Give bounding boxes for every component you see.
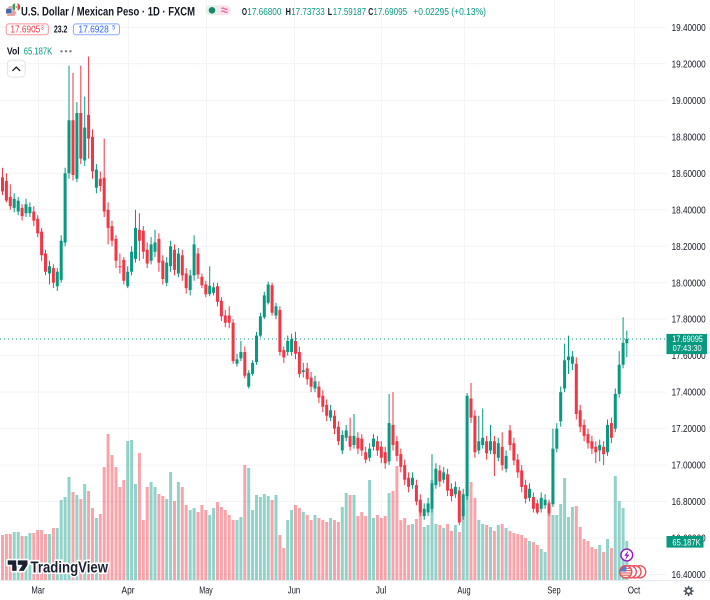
svg-text:17.6905: 17.6905 bbox=[10, 25, 40, 36]
svg-text:17.59187: 17.59187 bbox=[333, 7, 366, 18]
svg-text:O: O bbox=[242, 7, 247, 18]
svg-text:+0.02295 (+0.13%): +0.02295 (+0.13%) bbox=[413, 7, 486, 18]
svg-text:17.6928: 17.6928 bbox=[78, 25, 108, 36]
svg-text:17.69095: 17.69095 bbox=[672, 334, 703, 344]
svg-text:18.60000: 18.60000 bbox=[672, 169, 707, 180]
svg-text:18.20000: 18.20000 bbox=[672, 242, 707, 253]
svg-text:May: May bbox=[199, 585, 213, 596]
svg-text:17.40000: 17.40000 bbox=[672, 388, 707, 399]
svg-text:17.00000: 17.00000 bbox=[672, 461, 707, 472]
svg-text:23.2: 23.2 bbox=[54, 25, 68, 36]
svg-text:C: C bbox=[368, 7, 373, 18]
svg-text:16.80000: 16.80000 bbox=[672, 497, 707, 508]
svg-text:Oct: Oct bbox=[628, 585, 641, 596]
svg-text:07:43:30: 07:43:30 bbox=[673, 343, 702, 353]
svg-text:TradingView: TradingView bbox=[31, 559, 109, 576]
svg-text:17.20000: 17.20000 bbox=[672, 424, 707, 435]
svg-text:H: H bbox=[286, 7, 291, 18]
svg-text:17.73733: 17.73733 bbox=[291, 7, 325, 18]
svg-text:Vol: Vol bbox=[7, 46, 20, 57]
svg-text:18.80000: 18.80000 bbox=[672, 132, 707, 143]
svg-text:16.40000: 16.40000 bbox=[672, 570, 707, 581]
svg-text:Jul: Jul bbox=[376, 585, 387, 596]
svg-text:Mar: Mar bbox=[31, 585, 45, 596]
svg-text:Jun: Jun bbox=[288, 585, 301, 596]
svg-text:U.S. Dollar / Mexican Peso · 1: U.S. Dollar / Mexican Peso · 1D · FXCM bbox=[21, 4, 195, 18]
svg-text:65.187K: 65.187K bbox=[672, 537, 701, 547]
svg-text:Aug: Aug bbox=[457, 585, 470, 596]
svg-text:3: 3 bbox=[41, 24, 44, 31]
svg-text:19.40000: 19.40000 bbox=[672, 23, 707, 34]
svg-text:18.00000: 18.00000 bbox=[672, 278, 707, 289]
svg-text:17.60000: 17.60000 bbox=[672, 351, 707, 362]
svg-text:Sep: Sep bbox=[547, 585, 560, 596]
svg-text:19.20000: 19.20000 bbox=[672, 59, 707, 70]
svg-text:18.40000: 18.40000 bbox=[672, 205, 707, 216]
svg-text:19.00000: 19.00000 bbox=[672, 96, 707, 107]
svg-text:17.69095: 17.69095 bbox=[373, 7, 407, 18]
svg-text:17.80000: 17.80000 bbox=[672, 315, 707, 326]
svg-text:Apr: Apr bbox=[122, 585, 136, 596]
svg-text:5: 5 bbox=[112, 24, 115, 31]
svg-text:L: L bbox=[328, 7, 332, 18]
svg-text:65.187K: 65.187K bbox=[24, 46, 53, 57]
svg-text:17.66800: 17.66800 bbox=[247, 7, 282, 18]
